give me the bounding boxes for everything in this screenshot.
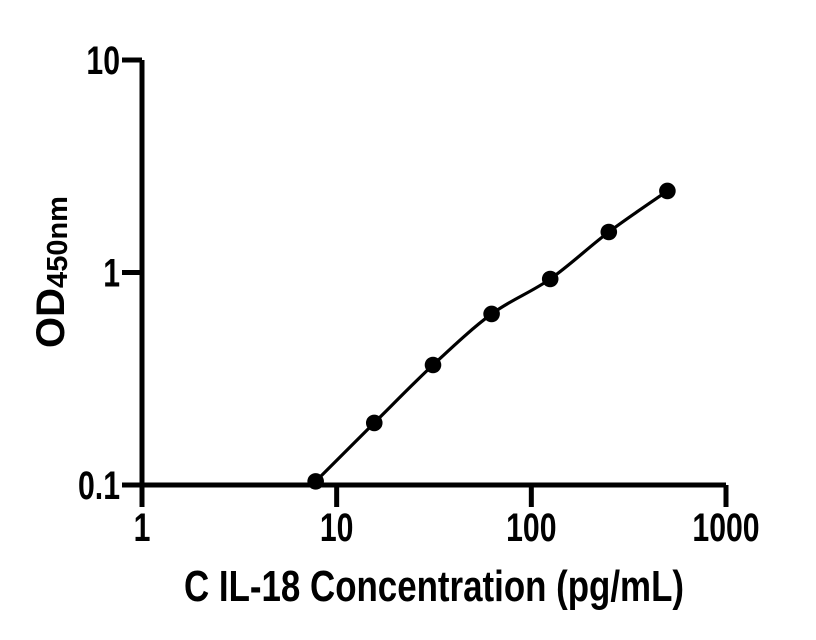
y-axis-title-main: OD	[29, 288, 73, 348]
axis-frame	[139, 60, 726, 488]
x-tick-label: 100	[506, 506, 556, 550]
y-axis-title: OD450nm	[29, 196, 74, 348]
data-point	[365, 414, 383, 432]
y-axis-title-subscript: 450nm	[42, 196, 74, 288]
data-point	[659, 182, 676, 200]
axes: 1 10 100 1000 10 1 0.1	[78, 39, 760, 550]
y-tick-label: 10	[86, 39, 120, 83]
data-point	[424, 356, 442, 374]
data-point	[483, 305, 500, 323]
data-point	[600, 223, 618, 241]
x-tick-label: 1	[134, 506, 151, 550]
x-tick-label: 10	[320, 506, 354, 550]
y-tick-label: 1	[103, 252, 120, 296]
data-point	[307, 473, 324, 490]
x-tick-label: 1000	[692, 506, 759, 550]
x-axis-title: C IL-18 Concentration (pg/mL)	[184, 562, 684, 611]
data-point	[541, 270, 559, 288]
plot-area	[307, 182, 676, 490]
y-tick-label: 0.1	[78, 464, 120, 508]
